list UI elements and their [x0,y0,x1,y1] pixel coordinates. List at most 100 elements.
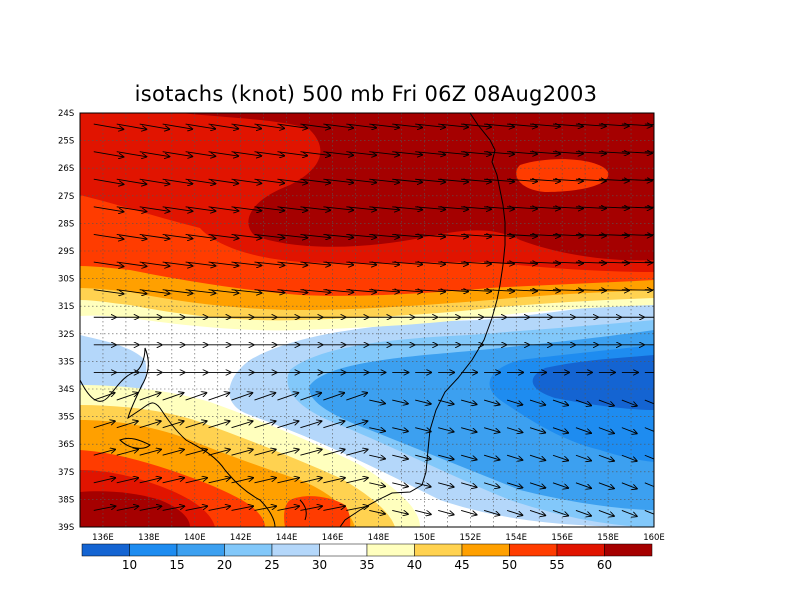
wind-arrow [529,290,560,291]
wind-arrow [621,234,652,235]
wind-arrow [598,124,629,126]
colorbar-level-label: 10 [122,558,137,572]
wind-arrow [93,289,124,294]
wind-arrow [116,206,147,212]
wind-arrow [621,262,652,263]
wind-arrow [254,261,284,265]
wind-arrow [369,178,399,182]
lat-tick-label: 33S [58,357,74,367]
wind-arrow [139,393,161,401]
wind-arrow [552,152,583,154]
wind-arrow [644,482,654,489]
wind-arrow [231,449,253,456]
wind-arrow [323,206,353,210]
lon-tick-label: 146E [322,533,344,543]
wind-arrow [323,178,353,182]
wind-arrow [116,393,138,401]
wind-arrow [162,393,184,401]
wind-arrow [621,152,652,154]
colorbar-level-label: 35 [359,558,374,572]
wind-arrow [644,233,654,236]
wind-arrow [644,261,654,263]
wind-arrow [162,449,184,456]
wind-arrow [185,506,208,511]
wind-arrow [185,289,216,294]
wind-arrow [415,482,431,487]
wind-vectors [93,123,654,516]
wind-arrow [598,262,629,263]
wind-arrow [415,290,445,292]
wind-arrow [300,449,321,456]
wind-arrow [346,506,368,511]
wind-arrow [552,207,583,209]
wind-arrow [139,206,170,212]
wind-arrow [300,290,330,293]
lon-tick-label: 150E [414,533,436,543]
wind-arrow [438,207,468,209]
wind-arrow [415,123,445,127]
wind-arrow [621,454,637,461]
wind-arrow [392,482,408,487]
wind-arrow [277,393,298,401]
wind-arrow [484,124,514,127]
wind-arrow [598,399,614,406]
wind-arrow [254,506,276,511]
wind-arrow [438,454,453,459]
wind-arrow [208,449,230,456]
lat-tick-label: 31S [58,302,74,312]
wind-arrow [438,123,468,127]
wind-arrow [231,421,253,429]
wind-arrow [369,151,399,155]
wind-arrow [461,234,491,236]
wind-arrow [231,478,253,484]
colorbar-level-label: 30 [312,558,327,572]
lon-tick-label: 156E [551,533,573,543]
wind-arrow [621,427,637,434]
wind-arrow [300,151,330,156]
wind-arrow [598,510,614,516]
wind-arrow [461,207,491,209]
wind-arrow [185,178,216,183]
wind-arrow [461,399,476,404]
wind-arrow [575,234,606,235]
wind-arrow [461,152,491,155]
wind-arrow [392,399,408,404]
wind-arrow [116,178,147,184]
lat-tick-label: 35S [58,413,74,423]
lat-tick-label: 32S [58,330,74,340]
wind-arrow [552,510,568,515]
wind-arrow [93,506,116,511]
wind-arrow [598,427,614,434]
wind-arrow [208,506,231,511]
lat-tick-label: 24S [58,109,74,119]
wind-arrow [139,123,170,129]
colorbar-swatch [414,543,463,557]
colorbar-level-label: 40 [407,558,422,572]
colorbar-level-label: 25 [264,558,279,572]
wind-arrow [277,178,307,183]
lat-tick-label: 25S [58,137,74,147]
wind-arrow [483,454,499,460]
wind-arrow [575,290,606,291]
wind-arrow [506,399,522,405]
wind-arrow [185,449,207,456]
wind-arrow [575,207,606,209]
lon-tick-label: 144E [276,533,298,543]
longitude-labels: 136E 138E 140E 142E 144E 146E 148E 150E 152E 154E… [92,533,665,543]
wind-arrow [438,290,468,292]
wind-arrow [529,234,560,236]
wind-arrow [254,393,275,401]
wind-arrow [552,454,568,460]
wind-arrow [300,393,321,401]
lon-tick-label: 160E [643,533,665,543]
wind-arrow [507,290,537,291]
wind-arrow [139,478,161,484]
plot-frame [79,112,655,528]
wind-arrow [461,482,476,487]
wind-arrow [208,178,239,183]
wind-arrow [415,234,445,236]
wind-arrow [231,506,254,511]
lat-tick-label: 37S [58,468,74,478]
colorbar-swatch [319,543,368,557]
wind-arrow [392,234,422,237]
